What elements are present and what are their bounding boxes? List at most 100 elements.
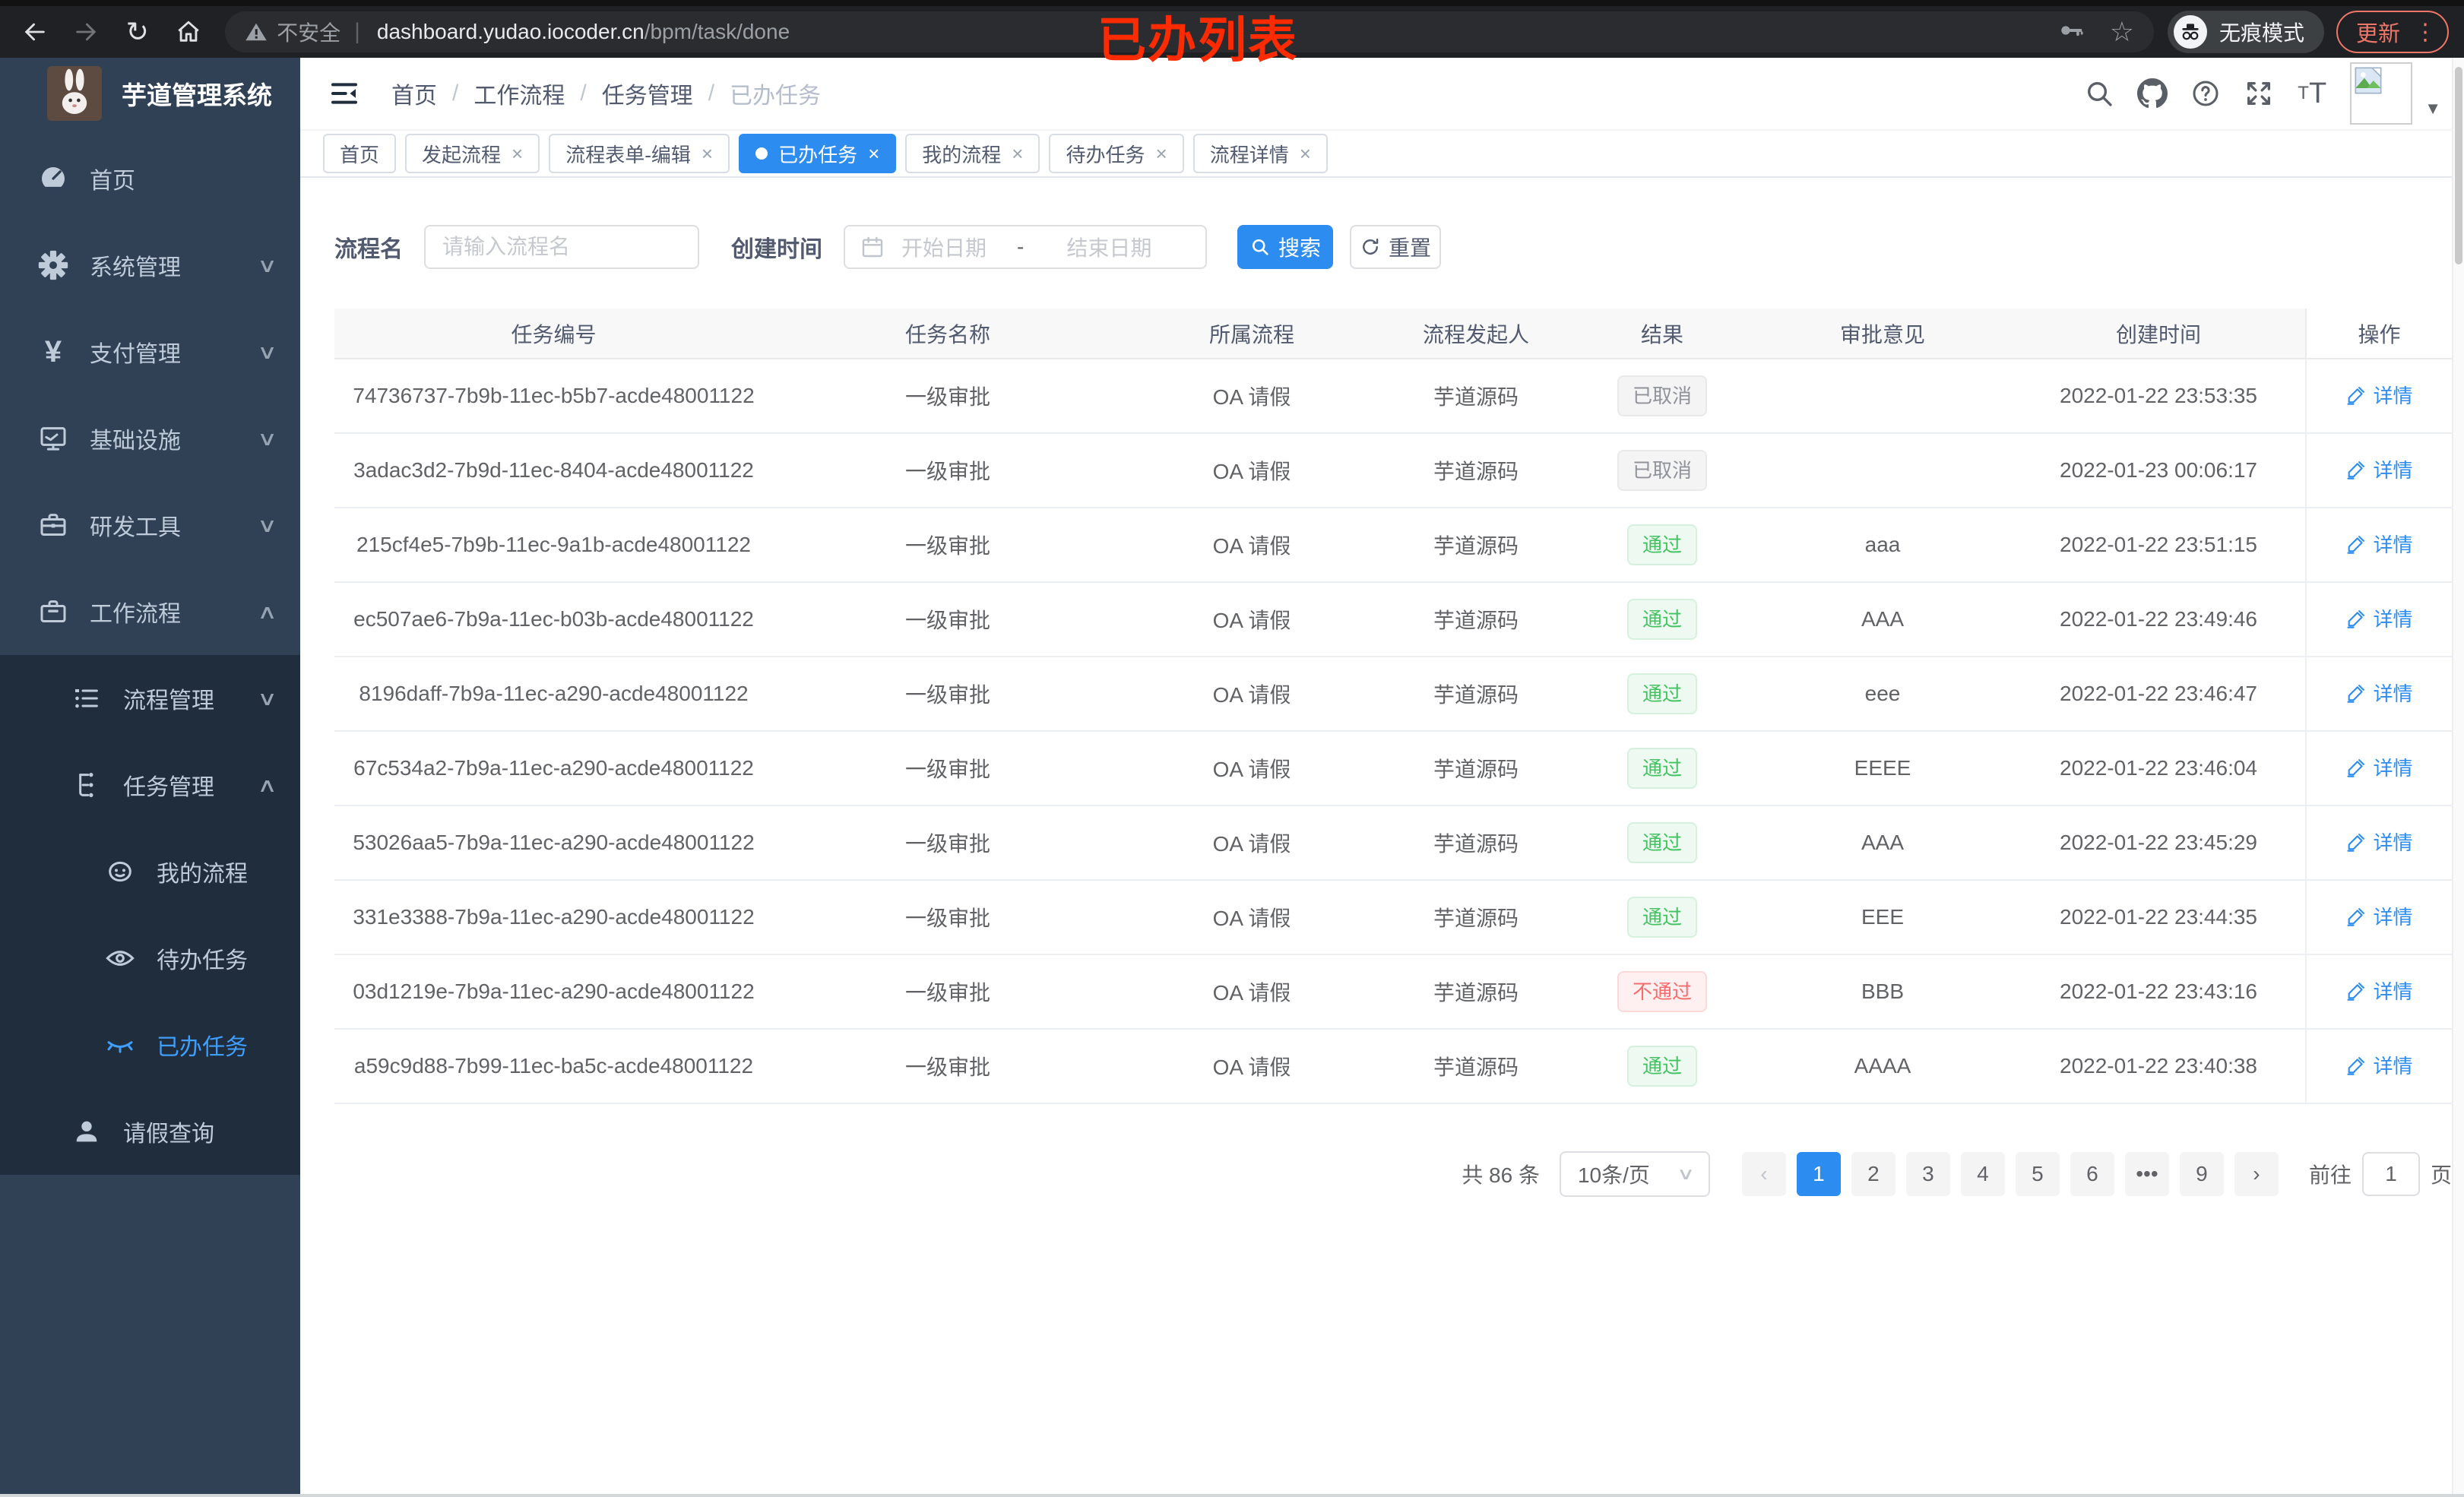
prev-page-button[interactable]: ‹	[1741, 1152, 1786, 1196]
page-size-select[interactable]: 10条/页 ∨	[1559, 1151, 1710, 1197]
cell-action: 详情	[2305, 880, 2452, 955]
tab-close-icon[interactable]: ×	[701, 141, 714, 165]
browser-menu-dots-icon[interactable]: ⋮	[2414, 19, 2437, 45]
tab-close-icon[interactable]: ×	[1155, 141, 1167, 165]
page-number-button[interactable]: 6	[2070, 1152, 2114, 1196]
sidebar-item-payment[interactable]: ¥ 支付管理 ∨	[0, 309, 300, 395]
detail-link[interactable]: 详情	[2345, 455, 2413, 483]
cell-result: 通过	[1571, 582, 1753, 657]
tab-close-icon[interactable]: ×	[868, 141, 880, 165]
sidebar-collapse-icon[interactable]	[326, 75, 363, 112]
chevron-down-icon: ∨	[257, 253, 277, 277]
cell-task-id: 215cf4e5-7b9b-11ec-9a1b-acde48001122	[334, 508, 773, 583]
start-date-placeholder[interactable]: 开始日期	[901, 236, 987, 260]
reload-icon[interactable]: ↻	[125, 16, 149, 47]
cell-opinion	[1753, 359, 2012, 434]
cell-task-name: 一级审批	[773, 433, 1123, 508]
cell-opinion: aaa	[1753, 508, 2012, 583]
sidebar-item-task-management[interactable]: 任务管理 ∧	[0, 742, 300, 828]
sidebar-item-done-tasks[interactable]: 已办任务	[0, 1002, 300, 1088]
sidebar-item-process-management[interactable]: 流程管理 ∨	[0, 655, 300, 742]
page-tab[interactable]: 流程表单-编辑 ×	[549, 134, 730, 173]
home-icon[interactable]	[173, 15, 206, 49]
cell-opinion: AAA	[1753, 805, 2012, 881]
page-tab[interactable]: 流程详情 ×	[1192, 134, 1328, 173]
scrollbar-thumb[interactable]	[2455, 67, 2462, 264]
chevron-up-icon: ∧	[257, 773, 277, 796]
sidebar-item-todo-tasks[interactable]: 待办任务	[0, 915, 300, 1002]
forward-icon[interactable]	[70, 15, 103, 49]
page-number-button[interactable]: 5	[2015, 1152, 2060, 1196]
cell-process: OA 请假	[1123, 954, 1381, 1030]
breadcrumb-home[interactable]: 首页	[391, 84, 437, 109]
eye-open-icon	[103, 942, 137, 975]
fullscreen-icon[interactable]	[2238, 72, 2280, 115]
cell-result: 通过	[1571, 731, 1753, 806]
process-name-input[interactable]	[424, 225, 699, 269]
github-icon[interactable]	[2131, 72, 2174, 115]
detail-link[interactable]: 详情	[2345, 530, 2413, 558]
browser-update-button[interactable]: 更新 ⋮	[2336, 11, 2450, 53]
next-page-button[interactable]: ›	[2234, 1152, 2279, 1196]
page-tab[interactable]: 待办任务 ×	[1049, 134, 1184, 173]
user-dropdown-caret-icon[interactable]: ▼	[2424, 99, 2441, 118]
page-number-button[interactable]: 3	[1905, 1152, 1950, 1196]
breadcrumb-task-management[interactable]: 任务管理	[601, 84, 693, 109]
detail-link[interactable]: 详情	[2345, 679, 2413, 707]
date-range-picker[interactable]: 开始日期 - 结束日期	[844, 225, 1207, 269]
breadcrumb-workflow[interactable]: 工作流程	[473, 84, 565, 109]
header-create-time: 创建时间	[2012, 309, 2306, 359]
detail-link[interactable]: 详情	[2345, 381, 2413, 409]
tab-close-icon[interactable]: ×	[511, 141, 524, 165]
tab-label: 我的流程	[922, 143, 1002, 166]
briefcase-icon	[36, 595, 70, 628]
address-bar[interactable]: 不安全 | dashboard.yudao.iocoder.cn /bpm/ta…	[225, 11, 2154, 52]
sidebar-item-my-process[interactable]: 我的流程	[0, 828, 300, 915]
page-number-button[interactable]: •••	[2124, 1152, 2169, 1196]
sidebar-item-workflow[interactable]: 工作流程 ∧	[0, 568, 300, 655]
cell-action: 详情	[2305, 508, 2452, 583]
page-number-button[interactable]: 9	[2179, 1152, 2224, 1196]
cell-task-name: 一级审批	[773, 805, 1123, 881]
password-key-icon[interactable]	[2058, 17, 2084, 47]
search-button[interactable]: 搜索	[1237, 225, 1333, 269]
help-icon[interactable]	[2184, 72, 2227, 115]
sidebar-item-infrastructure[interactable]: 基础设施 ∨	[0, 395, 300, 482]
detail-link[interactable]: 详情	[2345, 828, 2413, 856]
page-scrollbar[interactable]	[2452, 58, 2464, 1497]
tab-close-icon[interactable]: ×	[1012, 141, 1024, 165]
page-tab[interactable]: 发起流程 ×	[405, 134, 540, 173]
detail-link[interactable]: 详情	[2345, 753, 2413, 781]
goto-page-input[interactable]	[2361, 1152, 2420, 1196]
back-icon[interactable]	[18, 15, 52, 49]
result-badge: 不通过	[1617, 971, 1707, 1012]
page-number-button[interactable]: 2	[1851, 1152, 1896, 1196]
bookmark-star-icon[interactable]: ☆	[2109, 16, 2134, 47]
detail-link[interactable]: 详情	[2345, 604, 2413, 632]
page-number-button[interactable]: 1	[1796, 1152, 1841, 1196]
tab-close-icon[interactable]: ×	[1299, 141, 1311, 165]
breadcrumb-current: 已办任务	[730, 84, 822, 109]
page-tab[interactable]: 首页	[323, 134, 397, 173]
cell-opinion: BBB	[1753, 954, 2012, 1030]
page-tab[interactable]: 我的流程 ×	[905, 134, 1040, 173]
page-number-button[interactable]: 4	[1960, 1152, 2005, 1196]
reset-button[interactable]: 重置	[1350, 225, 1441, 269]
app-logo-row[interactable]: 芋道管理系统	[0, 58, 300, 129]
sidebar: 芋道管理系统 首页 系统管理 ∨ ¥ 支付	[0, 58, 300, 1497]
detail-link[interactable]: 详情	[2345, 976, 2413, 1005]
end-date-placeholder[interactable]: 结束日期	[1066, 236, 1152, 260]
detail-link[interactable]: 详情	[2345, 1051, 2413, 1079]
cell-create-time: 2022-01-22 23:49:46	[2012, 582, 2306, 657]
sidebar-item-leave-query[interactable]: 请假查询	[0, 1088, 300, 1175]
page-tab[interactable]: 已办任务 ×	[739, 134, 897, 173]
avatar[interactable]	[2350, 62, 2413, 125]
sidebar-item-home[interactable]: 首页	[0, 135, 300, 222]
sidebar-item-dev-tools[interactable]: 研发工具 ∨	[0, 482, 300, 568]
sidebar-item-system[interactable]: 系统管理 ∨	[0, 222, 300, 309]
detail-link[interactable]: 详情	[2345, 902, 2413, 930]
table-row: 53026aa5-7b9a-11ec-a290-acde48001122 一级审…	[334, 805, 2452, 881]
search-icon[interactable]	[2078, 72, 2120, 115]
